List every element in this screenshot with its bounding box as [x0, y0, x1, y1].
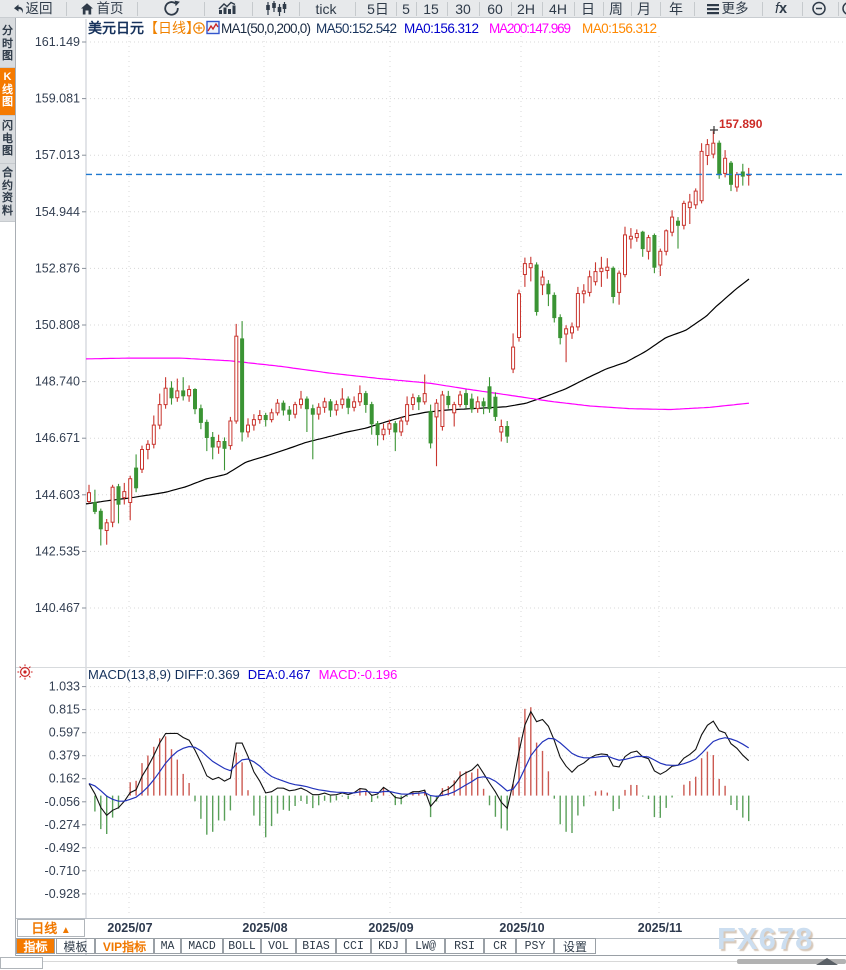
- svg-text:144.603: 144.603: [35, 488, 80, 502]
- svg-text:157.013: 157.013: [35, 148, 80, 162]
- svg-text:161.149: 161.149: [35, 35, 80, 49]
- svg-text:MA200:147.969: MA200:147.969: [489, 21, 571, 36]
- svg-text:150.808: 150.808: [35, 318, 80, 332]
- svg-text:0.379: 0.379: [49, 749, 80, 763]
- svg-text:140.467: 140.467: [35, 601, 80, 615]
- svg-text:152.876: 152.876: [35, 261, 80, 275]
- svg-text:-0.492: -0.492: [45, 841, 80, 855]
- svg-text:-0.274: -0.274: [45, 818, 80, 832]
- svg-text:MA0:156.312: MA0:156.312: [582, 21, 657, 36]
- svg-text:0.162: 0.162: [49, 772, 80, 786]
- svg-text:142.535: 142.535: [35, 544, 80, 558]
- svg-text:-0.928: -0.928: [45, 887, 80, 901]
- svg-text:0.597: 0.597: [49, 726, 80, 740]
- svg-text:154.944: 154.944: [35, 205, 80, 219]
- svg-text:0.815: 0.815: [49, 703, 80, 717]
- svg-text:MA1(50,0,200,0): MA1(50,0,200,0): [221, 21, 311, 36]
- svg-text:157.890: 157.890: [719, 117, 763, 131]
- svg-text:159.081: 159.081: [35, 92, 80, 106]
- svg-text:146.671: 146.671: [35, 431, 80, 445]
- svg-text:美元日元【日线】: 美元日元【日线】: [88, 20, 200, 36]
- svg-text:148.740: 148.740: [35, 375, 80, 389]
- svg-text:-0.710: -0.710: [45, 864, 80, 878]
- svg-text:MA50:152.542: MA50:152.542: [316, 21, 397, 36]
- svg-text:MA0:156.312: MA0:156.312: [404, 21, 479, 36]
- svg-text:-0.056: -0.056: [45, 795, 80, 809]
- svg-text:1.033: 1.033: [49, 680, 80, 694]
